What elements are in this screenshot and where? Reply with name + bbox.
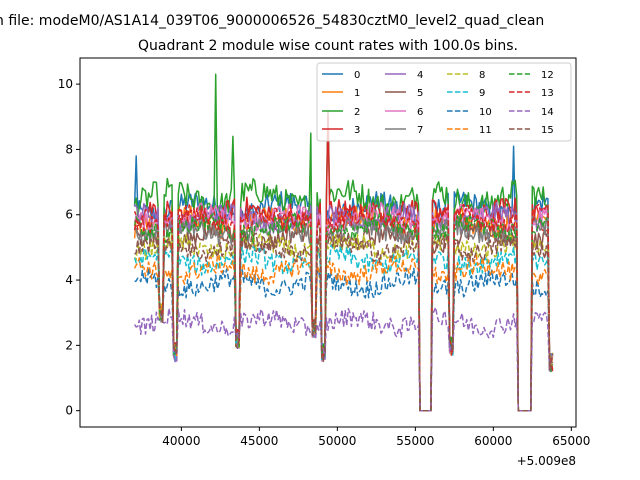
x-offset-label: +5.009e8 [517, 454, 576, 468]
legend-label-0: 0 [354, 70, 360, 81]
legend-label-8: 8 [479, 70, 485, 81]
legend-label-4: 4 [417, 70, 423, 81]
y-tick-label: 8 [65, 142, 73, 156]
figure-suptitle: n file: modeM0/AS1A14_039T06_9000006526_… [0, 13, 544, 29]
legend-label-13: 13 [541, 88, 554, 99]
y-tick-label: 4 [65, 273, 73, 287]
legend-label-2: 2 [354, 107, 360, 118]
x-tick-label: 50000 [318, 434, 356, 448]
series-line-13 [133, 202, 554, 412]
chart-title: Quadrant 2 module wise count rates with … [138, 38, 518, 54]
x-tick-label: 45000 [240, 434, 278, 448]
y-tick-label: 0 [65, 404, 73, 418]
legend-label-6: 6 [417, 107, 423, 118]
series-line-11 [133, 253, 554, 412]
series-line-9 [133, 244, 554, 412]
x-tick-label: 60000 [474, 434, 512, 448]
y-tick-label: 10 [58, 77, 73, 91]
series-layer [133, 73, 554, 412]
legend-label-3: 3 [354, 125, 360, 136]
y-axis: 0 2 4 6 8 10 [58, 77, 80, 418]
legend-label-11: 11 [479, 125, 492, 136]
y-tick-label: 2 [65, 338, 73, 352]
series-line-10 [134, 267, 554, 412]
legend-label-1: 1 [354, 88, 360, 99]
legend-label-5: 5 [417, 88, 423, 99]
legend-label-7: 7 [417, 125, 423, 136]
x-axis: 40000 45000 50000 55000 60000 65000 [162, 427, 590, 448]
y-tick-label: 6 [65, 208, 73, 222]
x-tick-label: 55000 [396, 434, 434, 448]
plot-frame [79, 57, 577, 428]
legend-label-10: 10 [479, 107, 492, 118]
series-line-12 [133, 211, 554, 412]
legend-label-14: 14 [541, 107, 554, 118]
series-line-15 [134, 231, 554, 412]
x-tick-label: 65000 [552, 434, 590, 448]
legend-label-9: 9 [479, 88, 485, 99]
legend-label-12: 12 [541, 70, 554, 81]
legend-label-15: 15 [541, 125, 554, 136]
x-tick-label: 40000 [162, 434, 200, 448]
series-line-14 [133, 306, 554, 412]
legend-frame [316, 62, 572, 142]
series-line-8 [133, 231, 554, 412]
series-line-7 [133, 215, 553, 412]
